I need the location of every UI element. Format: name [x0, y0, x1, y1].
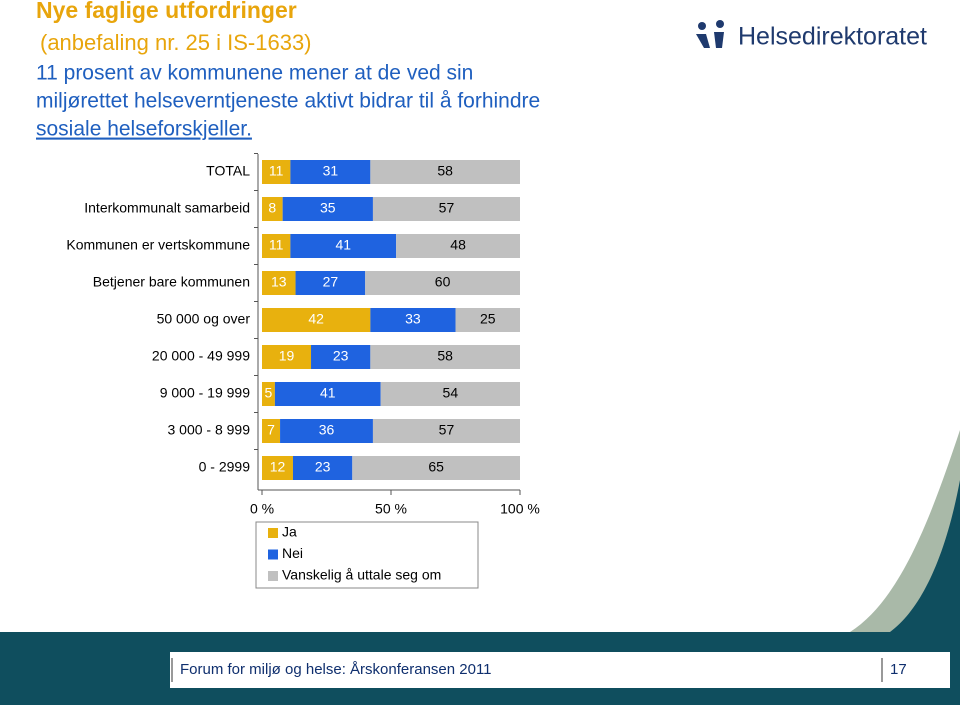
legend-swatch: [268, 528, 278, 538]
bar-segment: [352, 456, 520, 480]
data-label: 60: [435, 274, 451, 290]
footer-box: [170, 652, 950, 688]
data-label: 35: [320, 200, 336, 216]
data-label: 65: [428, 459, 444, 475]
bar-segment: [290, 160, 371, 184]
data-label: 27: [323, 274, 339, 290]
y-tick-label: TOTAL: [206, 163, 250, 179]
bar-segment: [396, 234, 520, 258]
legend-label: Ja: [282, 524, 297, 540]
bar-segment: [262, 456, 293, 480]
subtitle: (anbefaling nr. 25 i IS-1633): [40, 30, 312, 55]
x-tick-label: 50 %: [375, 501, 407, 517]
annotation: sosiale helseforskjeller.: [36, 118, 252, 141]
bar-segment: [282, 197, 373, 221]
x-tick-label: 0 %: [250, 501, 274, 517]
data-label: 19: [279, 348, 295, 364]
bar-segment: [455, 308, 520, 332]
bar-segment: [370, 308, 456, 332]
logo-icon: [696, 20, 724, 48]
y-tick-label: 9 000 - 19 999: [160, 385, 251, 401]
data-label: 41: [335, 237, 351, 253]
data-label: 58: [437, 348, 453, 364]
data-label: 23: [333, 348, 349, 364]
y-tick-label: 0 - 2999: [199, 459, 251, 475]
data-label: 33: [405, 311, 421, 327]
title: Nye faglige utfordringer: [36, 0, 297, 23]
data-label: 42: [308, 311, 324, 327]
bar-segment: [370, 160, 520, 184]
y-tick-label: Kommunen er vertskommune: [66, 237, 250, 253]
bar-segment: [262, 234, 291, 258]
y-tick-label: 20 000 - 49 999: [152, 348, 250, 364]
bar-segment: [380, 382, 520, 406]
bar-segment: [280, 419, 373, 443]
legend-label: Nei: [282, 545, 303, 561]
annotation: miljørettet helseverntjeneste aktivt bid…: [36, 90, 540, 113]
bar-segment: [290, 234, 397, 258]
data-label: 7: [267, 422, 275, 438]
bar-segment: [292, 456, 353, 480]
y-tick-label: 50 000 og over: [157, 311, 251, 327]
bar-segment: [262, 345, 312, 369]
bar-segment: [372, 197, 520, 221]
bar-segment: [372, 419, 520, 443]
page-number: 17: [890, 661, 907, 678]
data-label: 11: [269, 163, 284, 179]
y-tick-label: Interkommunalt samarbeid: [84, 200, 250, 216]
bar-segment: [370, 345, 520, 369]
data-label: 54: [443, 385, 459, 401]
bar-segment: [274, 382, 381, 406]
data-label: 36: [319, 422, 335, 438]
y-tick-label: 3 000 - 8 999: [167, 422, 250, 438]
data-label: 48: [450, 237, 466, 253]
data-label: 23: [315, 459, 331, 475]
bar-segment: [262, 160, 291, 184]
logo: Helsedirektoratet: [738, 23, 927, 51]
legend-label: Vanskelig å uttale seg om: [282, 567, 441, 583]
legend-box: [255, 521, 479, 589]
data-label: 57: [439, 422, 455, 438]
footer-text: Forum for miljø og helse: Årskonferansen…: [180, 661, 492, 678]
bar-segment: [262, 197, 283, 221]
y-tick-label: Betjener bare kommunen: [93, 274, 250, 290]
data-label: 57: [439, 200, 455, 216]
bar-segment: [365, 271, 520, 295]
bar-segment: [262, 308, 371, 332]
bar-segment: [262, 382, 275, 406]
bar-segment: [262, 419, 281, 443]
data-label: 8: [268, 200, 276, 216]
data-label: 13: [271, 274, 287, 290]
legend-swatch: [268, 571, 278, 581]
data-label: 12: [270, 459, 286, 475]
bar-segment: [295, 271, 366, 295]
legend-swatch: [268, 549, 278, 560]
data-label: 11: [269, 237, 284, 253]
data-label: 25: [480, 311, 496, 327]
data-label: 31: [323, 163, 339, 179]
x-tick-label: 100 %: [500, 501, 540, 517]
annotation: 11 prosent av kommunene mener at de ved …: [36, 62, 473, 85]
data-label: 41: [320, 385, 336, 401]
data-label: 58: [437, 163, 453, 179]
decor-dark: [890, 480, 960, 632]
bar-segment: [311, 345, 371, 369]
bar-segment: [262, 271, 296, 295]
data-label: 5: [265, 385, 273, 401]
